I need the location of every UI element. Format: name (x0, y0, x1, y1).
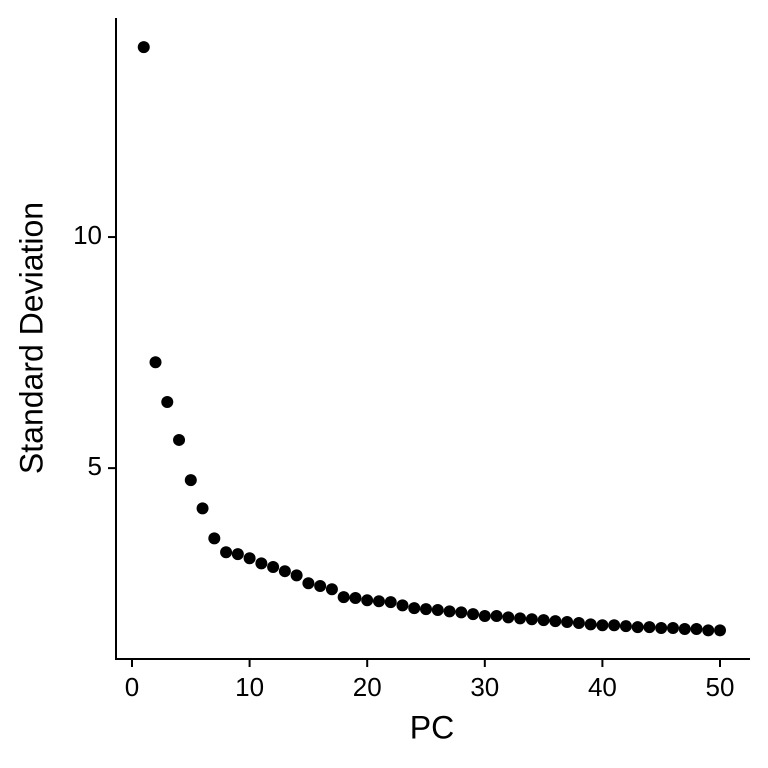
x-axis-title: PC (410, 709, 454, 745)
point (608, 619, 621, 632)
point (467, 608, 480, 621)
point (337, 591, 350, 604)
point (619, 620, 632, 633)
point (325, 583, 338, 596)
point (490, 610, 503, 623)
x-tick-label: 20 (353, 672, 382, 702)
point (161, 396, 174, 409)
point (631, 621, 644, 634)
x-tick-label: 40 (588, 672, 617, 702)
point (420, 603, 433, 616)
point (396, 599, 409, 612)
point (525, 613, 538, 626)
point (231, 548, 244, 561)
point (537, 614, 550, 627)
point (655, 622, 668, 635)
point (384, 596, 397, 609)
point (549, 615, 562, 628)
point (243, 552, 256, 565)
point (455, 606, 468, 619)
point (714, 624, 727, 637)
x-tick-label: 30 (470, 672, 499, 702)
point (137, 41, 150, 54)
point (678, 622, 691, 635)
y-axis-title: Standard Deviation (13, 202, 49, 474)
point (372, 595, 385, 608)
point (361, 594, 374, 607)
point (514, 612, 527, 625)
point (666, 622, 679, 635)
point (702, 624, 715, 637)
point (278, 565, 291, 578)
point (302, 577, 315, 590)
point (173, 433, 186, 446)
x-tick-label: 10 (235, 672, 264, 702)
x-tick-label: 50 (706, 672, 735, 702)
point (290, 569, 303, 582)
point (596, 619, 609, 632)
point (314, 579, 327, 592)
point (220, 546, 233, 559)
y-tick-label: 5 (88, 451, 102, 481)
point (267, 561, 280, 574)
x-tick-label: 0 (125, 672, 139, 702)
point (408, 602, 421, 615)
point (184, 474, 197, 487)
point (431, 604, 444, 617)
point (196, 502, 209, 515)
point (584, 618, 597, 631)
point (443, 605, 456, 618)
point (349, 591, 362, 604)
point (149, 356, 162, 369)
y-tick-label: 10 (73, 220, 102, 250)
point (572, 616, 585, 629)
point (255, 557, 268, 570)
point (478, 610, 491, 623)
point (208, 532, 221, 545)
point (690, 622, 703, 635)
point (561, 616, 574, 629)
point (643, 621, 656, 634)
point (502, 611, 515, 624)
